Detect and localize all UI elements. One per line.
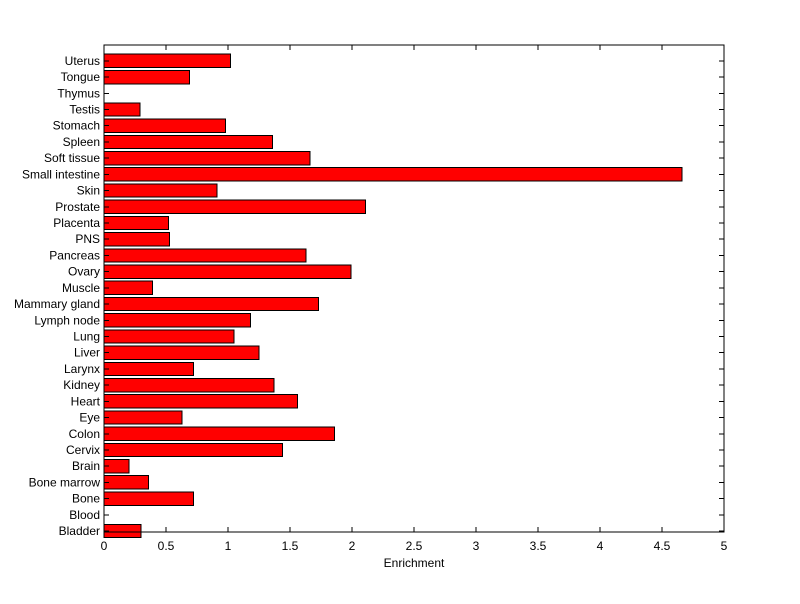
bar-eye (103, 410, 183, 425)
bar-testis (103, 102, 141, 117)
y-tick-label: Lung (73, 330, 100, 344)
y-tick-label: Spleen (63, 135, 100, 149)
y-tick-label: Brain (72, 459, 100, 473)
bar-uterus (103, 53, 231, 69)
labels-layer: Bladder Blood Bone Bone marrow Brain Cervix Co… (14, 54, 728, 553)
bar-spleen (103, 134, 274, 150)
x-tick-label: 0 (101, 539, 108, 553)
x-axis-label: Enrichment (384, 556, 445, 570)
ticks-layer (103, 45, 725, 532)
bar-tongue (103, 70, 191, 85)
bar-prostate (103, 199, 367, 214)
y-tick-label: Skin (77, 184, 100, 198)
x-tick-label: 4.5 (654, 539, 671, 553)
bar-lymph-node (103, 313, 251, 328)
y-tick-label: Ovary (68, 265, 100, 279)
bar-kidney (103, 378, 275, 393)
y-tick-label: Stomach (53, 119, 100, 133)
y-tick-label: Bone marrow (29, 475, 101, 489)
y-tick-label: Muscle (62, 281, 100, 295)
bar-stomach (103, 118, 226, 133)
x-tick-label: 1.5 (282, 539, 299, 553)
bar-small-intestine (103, 167, 683, 182)
x-tick-label: 1 (225, 539, 232, 553)
bar-lung (103, 329, 235, 344)
y-tick-label: Blood (69, 508, 100, 522)
x-tick-label: 5 (721, 539, 728, 553)
y-tick-label: Kidney (63, 378, 100, 392)
bar-bone-marrow (103, 475, 150, 490)
x-tick-label: 3 (473, 539, 480, 553)
bar-ovary (103, 264, 352, 279)
y-tick-label: Liver (74, 346, 100, 360)
y-tick-label: Testis (69, 103, 100, 117)
bar-mammary-gland (103, 296, 319, 312)
bar-pancreas (103, 248, 307, 263)
bar-liver (103, 345, 260, 360)
y-tick-label: Placenta (53, 216, 100, 230)
x-tick-label: 4 (597, 539, 604, 553)
x-tick-label: 2.5 (406, 539, 423, 553)
x-tick-label: 3.5 (530, 539, 547, 553)
y-tick-label: Tongue (61, 70, 101, 84)
y-tick-label: Eye (79, 411, 100, 425)
bar-muscle (103, 280, 153, 296)
bar-cervix (103, 442, 284, 458)
bar-bladder (103, 523, 142, 539)
y-tick-label: Bone (72, 492, 100, 506)
y-tick-label: Larynx (64, 362, 100, 376)
y-tick-label: Heart (71, 394, 101, 408)
bar-bone (103, 491, 194, 506)
bar-soft-tissue (103, 151, 311, 166)
bar-heart (103, 394, 298, 409)
y-tick-label: Cervix (66, 443, 100, 457)
bar-colon (103, 426, 336, 441)
y-tick-label: Bladder (59, 524, 100, 538)
x-tick-label: 0.5 (158, 539, 175, 553)
y-tick-label: Lymph node (34, 313, 100, 327)
y-tick-label: Prostate (55, 200, 100, 214)
bar-larynx (103, 361, 194, 377)
y-tick-label: Soft tissue (44, 151, 100, 165)
y-tick-label: Mammary gland (14, 297, 100, 311)
y-tick-label: PNS (75, 232, 100, 246)
bar-pns (103, 232, 171, 247)
y-tick-label: Pancreas (49, 248, 100, 262)
bar-placenta (103, 215, 169, 231)
y-tick-label: Thymus (57, 86, 100, 100)
bar-skin (103, 183, 218, 198)
y-tick-label: Colon (69, 427, 100, 441)
y-tick-label: Uterus (65, 54, 100, 68)
y-tick-label: Small intestine (22, 167, 100, 181)
x-tick-label: 2 (349, 539, 356, 553)
